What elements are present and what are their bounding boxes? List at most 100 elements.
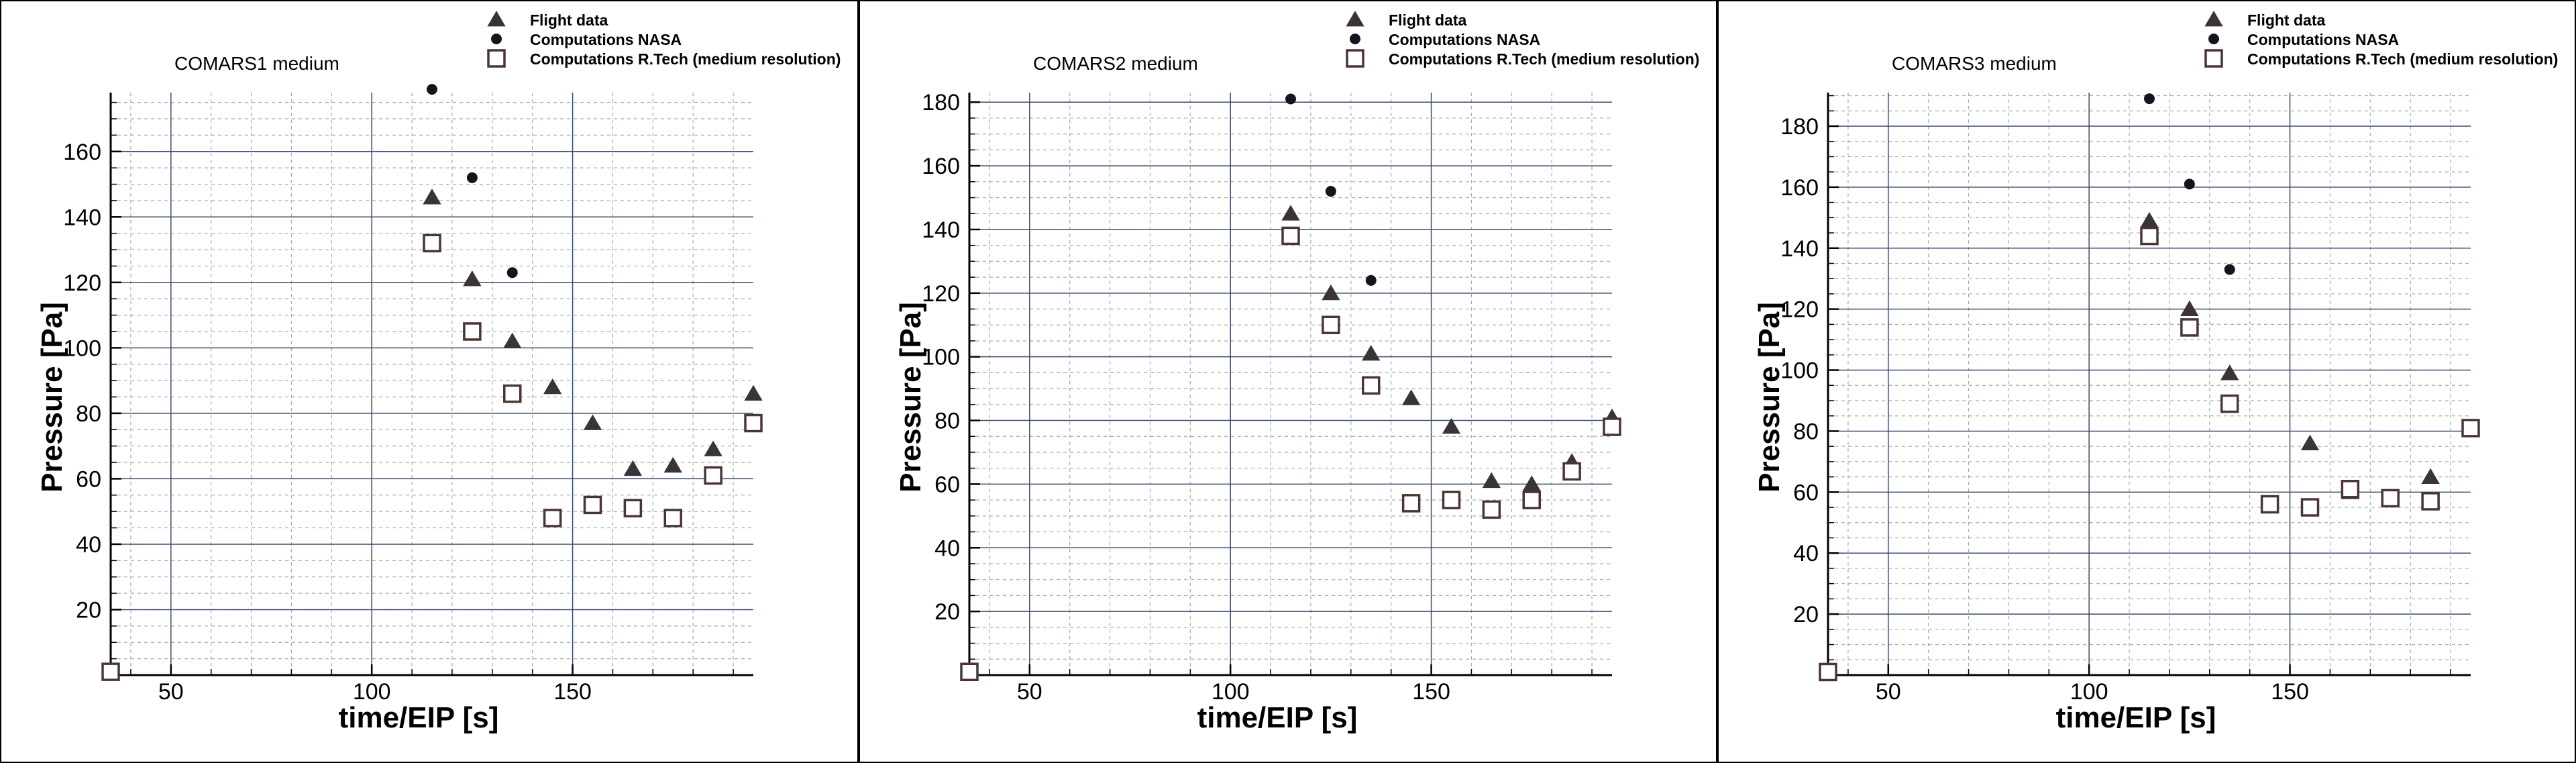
data-point [1285,93,1296,105]
y-tick-label: 80 [934,409,960,434]
data-point [583,414,602,430]
y-tick-label: 20 [934,599,960,625]
legend: Flight data Computations NASA Computations… [2204,11,2558,68]
data-point [1281,226,1300,246]
legend-marker-computations-r-tech-medium-resolution [1346,49,1364,68]
y-tick-label: 160 [922,154,960,179]
data-point [1442,418,1461,434]
y-tick-label: 80 [1793,419,1819,444]
data-point [744,385,763,401]
data-point [2300,434,2320,451]
data-point [1401,494,1421,513]
data-point [2300,498,2320,517]
x-tick-label: 150 [553,679,592,705]
legend-entry-flight-data: Flight data [530,11,608,29]
data-point [1322,284,1340,301]
data-point [1325,186,1336,197]
grid [111,93,753,675]
data-point [423,234,441,253]
legend-marker-flight-data [2204,11,2223,27]
legend-entry-flight-data: Flight data [1389,11,1466,29]
y-tick-label: 40 [1793,541,1819,566]
series-computations-nasa [2144,93,2235,275]
x-axis-title: time/EIP [s] [1197,701,1358,734]
data-point [543,509,562,527]
data-point [423,189,441,205]
y-tick-label: 140 [63,205,101,230]
legend-entry-flight-data: Flight data [2247,11,2325,29]
series-computations-r-tech-medium-resolution [1819,226,2480,682]
data-point [466,172,478,183]
data-point [2140,211,2159,228]
data-point [506,267,518,278]
data-point [1562,462,1581,481]
data-point [2144,93,2155,105]
data-point [427,84,437,95]
y-tick-label: 140 [922,217,960,243]
y-tick-label: 160 [1780,175,1819,201]
y-tick-label: 40 [934,536,960,561]
legend-marker-computations-nasa [491,34,502,44]
y-tick-label: 180 [1780,114,1819,140]
data-point [101,662,120,681]
legend: Flight data Computations NASA Computations… [1346,11,1699,68]
y-axis-title: Pressure [Pa] [1753,302,1786,493]
data-point [704,466,722,485]
data-point [1522,491,1541,509]
y-tick-label: 140 [1780,236,1819,262]
y-tick-label: 120 [1780,297,1819,323]
legend-entry-computations-nasa: Computations NASA [1389,31,1540,48]
data-point [2220,364,2239,380]
x-axis-title: time/EIP [s] [2056,701,2216,734]
data-point [1482,472,1501,489]
legend-marker-flight-data [487,11,506,27]
data-point [1442,491,1461,509]
data-point [1322,315,1340,335]
x-tick-label: 150 [1412,679,1450,705]
data-point [2461,419,2480,438]
data-point [623,460,643,476]
data-point [2180,318,2199,337]
chart-title: COMARS2 medium [1033,53,1198,74]
series-computations-r-tech-medium-resolution [960,226,1621,682]
x-tick-label: 150 [2271,679,2309,705]
y-tick-label: 160 [63,140,101,165]
data-point [2421,492,2440,511]
y-tick-label: 60 [934,472,960,497]
series-computations-nasa [1285,93,1377,286]
data-point [744,413,763,433]
data-point [1365,274,1377,286]
x-tick-label: 100 [353,679,391,705]
data-point [2180,300,2199,317]
y-tick-label: 100 [1780,358,1819,384]
data-point [704,440,722,456]
series-computations-nasa [427,84,518,278]
data-point [2260,495,2279,514]
y-tick-label: 20 [1793,602,1819,627]
y-axis-title: Pressure [Pa] [36,302,68,493]
data-point [463,270,482,287]
x-tick-label: 100 [2070,679,2108,705]
grid [1828,93,2471,675]
data-point [463,322,482,341]
data-point [2421,468,2440,485]
data-point [2341,480,2360,499]
series-computations-r-tech-medium-resolution [101,234,763,681]
y-tick-label: 100 [922,345,960,370]
y-tick-label: 120 [63,270,101,296]
y-tick-label: 40 [76,532,101,558]
legend-entry-computations-r-tech-medium-resolution: Computations R.Tech (medium resolution) [1389,50,1699,68]
legend: Flight data Computations NASA Computations… [487,11,841,68]
data-point [960,662,979,682]
legend-entry-computations-r-tech-medium-resolution: Computations R.Tech (medium resolution) [530,50,841,68]
y-tick-label: 80 [76,401,101,427]
y-tick-label: 60 [76,466,101,492]
legend-entry-computations-r-tech-medium-resolution: Computations R.Tech (medium resolution) [2247,50,2558,68]
chart-panel-comars2: 50 100 150 20 40 60 80 100 120 140 160 180 time/EIP … [859,0,1717,763]
legend-marker-computations-r-tech-medium-resolution [2204,49,2223,68]
data-point [1522,475,1541,491]
chart-title: COMARS1 medium [174,53,339,74]
data-point [503,384,522,403]
chart-panel-comars3: 50 100 150 20 40 60 80 100 120 140 160 180 time/EIP … [1717,0,2576,763]
